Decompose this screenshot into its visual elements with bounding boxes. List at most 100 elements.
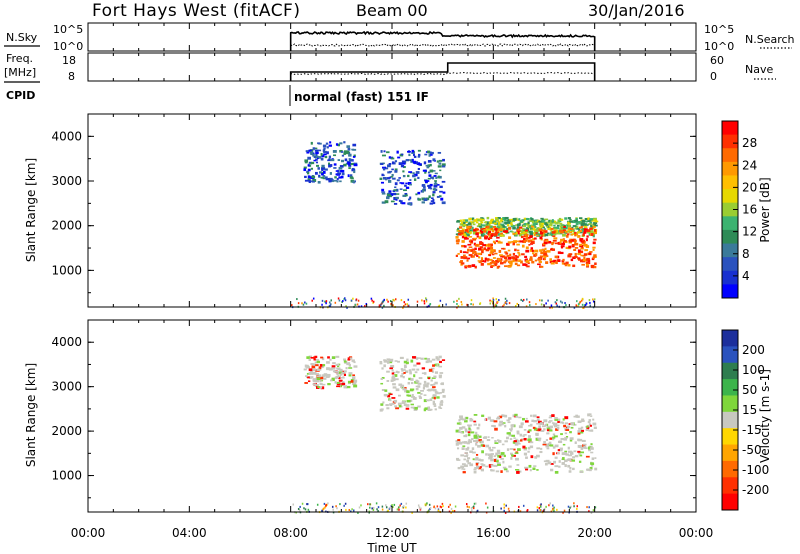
heatmap-cell [424,171,427,174]
heatmap-cell [417,155,421,158]
heatmap-cell [590,451,594,454]
heatmap-cell [468,254,473,257]
heatmap-cell [465,416,469,420]
heatmap-cell [586,506,588,509]
heatmap-cell [570,258,574,262]
heatmap-cell [492,257,496,259]
heatmap-cell [299,505,301,508]
heatmap-cell [581,439,586,442]
heatmap-cell [576,507,578,510]
heatmap-cell [469,440,472,444]
heatmap-cell [509,264,513,267]
heatmap-cell [337,365,340,368]
heatmap-cell [569,506,571,509]
heatmap-cell [490,249,494,252]
heatmap-cell [405,502,408,505]
heatmap-cell [553,226,557,229]
heatmap-cell [301,502,304,505]
heatmap-cell [480,248,485,251]
heatmap-cell [466,442,470,445]
heatmap-cell [422,386,426,390]
heatmap-cell [522,504,525,507]
heatmap-cell [551,248,556,251]
heatmap-cell [387,360,390,364]
heatmap-cell [588,423,591,425]
heatmap-cell [578,302,580,305]
heatmap-cell [346,306,348,309]
heatmap-cell [541,231,546,234]
heatmap-cell [439,403,444,406]
heatmap-cell [383,304,385,307]
heatmap-cell [497,464,501,466]
heatmap-cell [536,509,539,512]
heatmap-cell [493,241,497,245]
heatmap-cell [431,377,436,379]
heatmap-cell [340,159,345,163]
heatmap-cell [521,244,525,248]
heatmap-cell [555,231,560,235]
heatmap-cell [491,264,495,267]
heatmap-cell [422,184,426,187]
heatmap-cell [534,249,539,253]
heatmap-cell [566,425,571,428]
heatmap-cell [317,386,320,389]
heatmap-cell [415,387,419,391]
heatmap-cell [417,357,421,359]
heatmap-cell [308,175,311,179]
heatmap-cell [485,502,487,505]
heatmap-cell [493,464,498,467]
heatmap-cell [536,469,539,471]
heatmap-cell [538,438,541,442]
heatmap-cell [321,164,325,168]
heatmap-cell [592,509,595,512]
heatmap-cell [581,429,585,432]
heatmap-cell [341,172,345,176]
heatmap-cell [462,251,467,254]
heatmap-cell [518,226,523,229]
heatmap-cell [315,373,320,376]
heatmap-cell [525,249,530,253]
heatmap-cell [523,448,528,451]
heatmap-cell [563,424,567,428]
heatmap-cell [547,461,552,465]
heatmap-cell [548,444,552,447]
heatmap-cell [556,304,558,307]
heatmap-cell [388,190,392,193]
heatmap-cell [388,359,391,362]
heatmap-cell [310,161,315,165]
heatmap-cell [580,299,583,302]
heatmap-cell [529,232,534,235]
heatmap-cell [533,254,537,257]
heatmap-cell [481,218,485,221]
heatmap-cell [438,355,442,359]
heatmap-cell [593,238,597,241]
heatmap-cell [589,466,593,470]
heatmap-cell [322,177,326,180]
heatmap-cell [473,423,477,426]
heatmap-cell [307,168,311,172]
heatmap-cell [304,159,309,163]
heatmap-cell [433,383,436,386]
heatmap-cell [500,219,503,223]
heatmap-cell [545,459,550,463]
heatmap-cell [350,299,353,302]
heatmap-cell [331,505,334,508]
heatmap-cell [372,301,374,304]
heatmap-cell [567,229,570,232]
heatmap-cell [402,166,406,169]
colorbar-swatch [722,175,738,190]
heatmap-cell [511,220,516,223]
heatmap-cell [504,265,508,268]
heatmap-cell [391,161,395,165]
heatmap-cell [462,231,465,234]
heatmap-cell [502,230,507,233]
heatmap-cell [314,149,319,152]
heatmap-cell [466,505,469,508]
heatmap-cell [521,231,526,233]
heatmap-cell [412,160,417,164]
heatmap-cell [543,232,546,236]
heatmap-cell [394,182,398,186]
heatmap-cell [503,260,507,263]
heatmap-cell [403,403,408,407]
